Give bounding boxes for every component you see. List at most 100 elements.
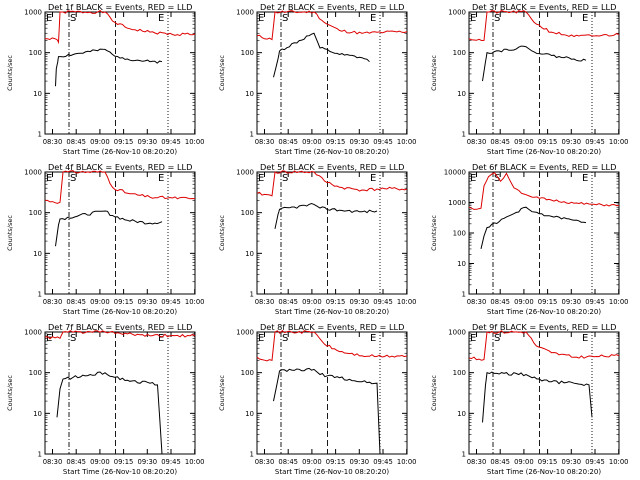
x-tick-label: 08:45 — [278, 138, 298, 146]
detector-panel-5: Det 5f BLACK = Events, RED = LLD Counts/s… — [218, 162, 416, 316]
start-marker-label: S — [282, 13, 288, 24]
x-tick-label: 09:00 — [514, 138, 534, 146]
plot-frame — [256, 171, 408, 295]
y-tick-label: 1 — [462, 291, 466, 299]
x-tick-label: 08:30 — [43, 138, 63, 146]
y-tick-label: 1 — [462, 451, 466, 459]
y-axis-label: Counts/sec — [6, 55, 14, 91]
detector-panel-1: Det 1f BLACK = Events, RED = LLD Counts/s… — [6, 2, 204, 156]
x-tick-label: 09:15 — [538, 138, 558, 146]
y-tick-label: 100 — [29, 209, 42, 217]
lld-series-line — [468, 172, 620, 210]
x-tick-label: 10:00 — [397, 138, 417, 146]
y-tick-label: 1 — [38, 451, 42, 459]
x-tick-label: 09:15 — [326, 458, 346, 466]
detector-panel-7: Det 7f BLACK = Events, RED = LLD Counts/s… — [6, 322, 204, 476]
events-series-line — [482, 371, 593, 423]
x-tick-label: 09:30 — [138, 138, 158, 146]
events-series-line — [56, 371, 163, 455]
panel-title: Det 3f BLACK = Events, RED = LLD — [472, 2, 616, 12]
y-tick-label: 10 — [245, 90, 254, 98]
x-tick-label: 09:45 — [161, 138, 181, 146]
x-tick-label: 09:15 — [326, 298, 346, 306]
x-tick-label: 09:00 — [514, 458, 534, 466]
x-tick-label: 08:45 — [66, 298, 86, 306]
y-tick-label: 10 — [457, 260, 466, 268]
plot-frame — [44, 171, 196, 295]
end-marker-label: E — [158, 333, 164, 344]
end-marker-label: E — [470, 333, 476, 344]
x-tick-label: 08:45 — [490, 298, 510, 306]
y-tick-label: 1000 — [236, 169, 254, 177]
lld-series-line — [256, 10, 408, 41]
y-tick-label: 100 — [29, 369, 42, 377]
x-tick-label: 09:15 — [538, 458, 558, 466]
x-tick-label: 10:00 — [185, 138, 205, 146]
x-tick-label: 09:00 — [302, 138, 322, 146]
y-axis-label: Counts/sec — [218, 55, 226, 91]
x-tick-label: 09:00 — [90, 138, 110, 146]
panel-title: Det 6f BLACK = Events, RED = LLD — [472, 162, 616, 172]
plot-frame — [256, 331, 408, 455]
lld-series-line — [256, 329, 408, 362]
x-tick-label: 09:45 — [585, 458, 605, 466]
y-tick-label: 1 — [250, 291, 254, 299]
x-tick-label: 09:45 — [585, 138, 605, 146]
start-marker-label: S — [494, 13, 500, 24]
x-tick-label: 09:15 — [326, 138, 346, 146]
x-tick-label: 09:30 — [138, 298, 158, 306]
end-marker-label: E — [582, 13, 588, 24]
x-tick-label: 09:30 — [350, 458, 370, 466]
end-marker-label: E — [46, 13, 52, 24]
plot-frame — [468, 171, 620, 295]
plot-frame — [468, 11, 620, 135]
plot-frame — [468, 331, 620, 455]
x-tick-label: 08:45 — [490, 458, 510, 466]
y-tick-label: 100 — [241, 369, 254, 377]
start-marker-label: S — [70, 13, 76, 24]
x-axis-label: Start Time (26-Nov-10 08:20:20) — [63, 468, 177, 476]
panel-title: Det 5f BLACK = Events, RED = LLD — [260, 162, 404, 172]
x-tick-label: 08:30 — [467, 298, 487, 306]
x-tick-label: 08:45 — [278, 298, 298, 306]
x-axis-label: Start Time (26-Nov-10 08:20:20) — [487, 468, 601, 476]
x-tick-label: 08:30 — [255, 138, 275, 146]
y-tick-label: 10 — [457, 90, 466, 98]
x-tick-label: 10:00 — [397, 298, 417, 306]
y-tick-label: 10 — [33, 410, 42, 418]
plot-frame — [256, 11, 408, 135]
x-tick-label: 09:45 — [373, 138, 393, 146]
end-marker-label: E — [258, 13, 264, 24]
start-marker-label: S — [70, 333, 76, 344]
panel-title: Det 4f BLACK = Events, RED = LLD — [48, 162, 192, 172]
x-tick-label: 10:00 — [185, 458, 205, 466]
x-tick-label: 10:00 — [609, 458, 629, 466]
end-marker-label: E — [158, 173, 164, 184]
x-tick-label: 09:30 — [562, 298, 582, 306]
detector-panel-6: Det 6f BLACK = Events, RED = LLD Counts/s… — [430, 162, 628, 316]
x-tick-label: 09:45 — [161, 458, 181, 466]
x-tick-label: 10:00 — [609, 298, 629, 306]
x-tick-label: 09:30 — [138, 458, 158, 466]
y-tick-label: 1 — [38, 131, 42, 139]
events-series-line — [274, 202, 378, 229]
end-marker-label: E — [470, 173, 476, 184]
plot-frame — [44, 331, 196, 455]
y-tick-label: 100 — [453, 230, 466, 238]
detector-panel-4: Det 4f BLACK = Events, RED = LLD Counts/s… — [6, 162, 204, 316]
y-tick-label: 1000 — [448, 9, 466, 17]
panel-title: Det 9f BLACK = Events, RED = LLD — [472, 322, 616, 332]
y-tick-label: 1 — [250, 131, 254, 139]
events-series-line — [55, 210, 163, 247]
x-axis-label: Start Time (26-Nov-10 08:20:20) — [275, 468, 389, 476]
y-tick-label: 1000 — [24, 169, 42, 177]
y-tick-label: 1000 — [448, 199, 466, 207]
x-axis-label: Start Time (26-Nov-10 08:20:20) — [487, 148, 601, 156]
y-axis-label: Counts/sec — [430, 215, 438, 251]
x-axis-label: Start Time (26-Nov-10 08:20:20) — [275, 148, 389, 156]
detector-panel-3: Det 3f BLACK = Events, RED = LLD Counts/s… — [430, 2, 628, 156]
x-tick-label: 09:30 — [350, 298, 370, 306]
x-tick-label: 10:00 — [397, 458, 417, 466]
lld-series-line — [44, 9, 196, 45]
